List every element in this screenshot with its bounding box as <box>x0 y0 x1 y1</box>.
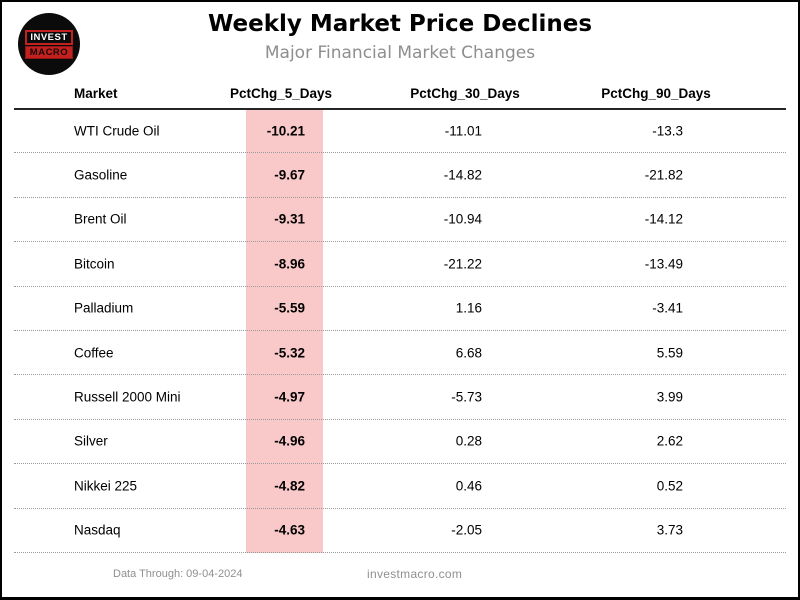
market-name-cell: Nasdaq <box>74 522 121 538</box>
market-name-cell: WTI Crude Oil <box>74 123 160 139</box>
column-header-pctchg-90-days: PctChg_90_Days <box>601 86 711 101</box>
market-table: Market PctChg_5_Days PctChg_30_Days PctC… <box>14 80 786 555</box>
table-row: Silver -4.96 0.28 2.62 <box>14 420 786 465</box>
market-name-cell: Bitcoin <box>74 256 115 272</box>
market-name-cell: Silver <box>74 433 108 449</box>
pctchg-5-days-cell: -9.67 <box>274 167 305 183</box>
pctchg-30-days-cell: -5.73 <box>451 389 482 405</box>
pctchg-5-days-cell: -4.97 <box>274 389 305 405</box>
pctchg-30-days-cell: -11.01 <box>444 123 482 139</box>
pctchg-5-days-cell: -8.96 <box>274 256 305 272</box>
logo-macro-text: MACRO <box>24 45 74 59</box>
page-subtitle: Major Financial Market Changes <box>264 43 536 63</box>
pctchg-30-days-cell: -21.22 <box>443 256 482 272</box>
pctchg-90-days-cell: -21.82 <box>644 167 683 183</box>
pctchg-90-days-cell: -13.49 <box>644 256 683 272</box>
table-row: Gasoline -9.67 -14.82 -21.82 <box>14 153 786 198</box>
pctchg-5-days-cell: -4.82 <box>274 478 305 494</box>
pctchg-90-days-cell: 5.59 <box>656 345 683 361</box>
market-name-cell: Coffee <box>74 345 114 361</box>
table-row: Nikkei 225 -4.82 0.46 0.52 <box>14 464 786 509</box>
table-header-row: Market PctChg_5_Days PctChg_30_Days PctC… <box>14 80 786 108</box>
pctchg-90-days-cell: 0.52 <box>656 478 683 494</box>
column-header-market: Market <box>74 86 118 101</box>
header-rule <box>14 108 786 110</box>
column-header-pctchg-5-days: PctChg_5_Days <box>229 86 333 101</box>
pctchg-90-days-cell: 3.99 <box>656 389 683 405</box>
table-row: Brent Oil -9.31 -10.94 -14.12 <box>14 198 786 243</box>
pctchg-90-days-cell: -13.3 <box>652 123 683 139</box>
highlight-column-band <box>246 109 323 553</box>
pctchg-5-days-cell: -5.59 <box>274 300 305 316</box>
pctchg-30-days-cell: 0.46 <box>455 478 482 494</box>
pctchg-5-days-cell: -5.32 <box>274 345 305 361</box>
table-row: Palladium -5.59 1.16 -3.41 <box>14 287 786 331</box>
logo-invest-text: INVEST <box>25 29 73 45</box>
investmacro-logo-icon: INVEST MACRO <box>18 13 80 75</box>
pctchg-30-days-cell: 1.16 <box>455 300 482 316</box>
table-row: Russell 2000 Mini -4.97 -5.73 3.99 <box>14 375 786 420</box>
market-name-cell: Nikkei 225 <box>74 478 138 494</box>
page-title: Weekly Market Price Declines <box>207 11 593 37</box>
table-rows: WTI Crude Oil -10.21 -11.01 -13.3 Gasoline -9… <box>14 109 786 553</box>
pctchg-30-days-cell: 6.68 <box>455 345 482 361</box>
table-row: Nasdaq -4.63 -2.05 3.73 <box>14 509 786 553</box>
table-row: Coffee -5.32 6.68 5.59 <box>14 331 786 376</box>
table-row: Bitcoin -8.96 -21.22 -13.49 <box>14 242 786 287</box>
pctchg-5-days-cell: -10.21 <box>266 123 305 139</box>
pctchg-90-days-cell: -3.41 <box>652 300 683 316</box>
pctchg-5-days-cell: -4.63 <box>274 522 305 538</box>
table-row: WTI Crude Oil -10.21 -11.01 -13.3 <box>14 109 786 154</box>
data-through-label: Data Through: 09-04-2024 <box>113 568 243 580</box>
market-name-cell: Russell 2000 Mini <box>74 389 181 405</box>
pctchg-30-days-cell: 0.28 <box>455 433 482 449</box>
pctchg-90-days-cell: 2.62 <box>656 433 683 449</box>
website-label: investmacro.com <box>367 567 463 581</box>
pctchg-30-days-cell: -2.05 <box>451 522 482 538</box>
market-name-cell: Gasoline <box>74 167 128 183</box>
pctchg-90-days-cell: -14.12 <box>644 211 683 227</box>
market-name-cell: Brent Oil <box>74 211 127 227</box>
market-name-cell: Palladium <box>74 300 134 316</box>
pctchg-5-days-cell: -9.31 <box>274 211 305 227</box>
pctchg-30-days-cell: -14.82 <box>443 167 482 183</box>
pctchg-90-days-cell: 3.73 <box>656 522 683 538</box>
pctchg-30-days-cell: -10.94 <box>443 211 482 227</box>
pctchg-5-days-cell: -4.96 <box>274 433 305 449</box>
column-header-pctchg-30-days: PctChg_30_Days <box>410 86 520 101</box>
